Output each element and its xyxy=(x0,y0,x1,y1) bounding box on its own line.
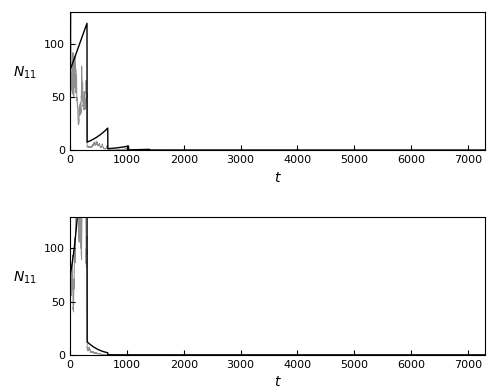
Y-axis label: $N_{11}$: $N_{11}$ xyxy=(13,64,36,81)
X-axis label: $t$: $t$ xyxy=(274,375,281,389)
Y-axis label: $N_{11}$: $N_{11}$ xyxy=(13,269,36,286)
X-axis label: $t$: $t$ xyxy=(274,170,281,184)
